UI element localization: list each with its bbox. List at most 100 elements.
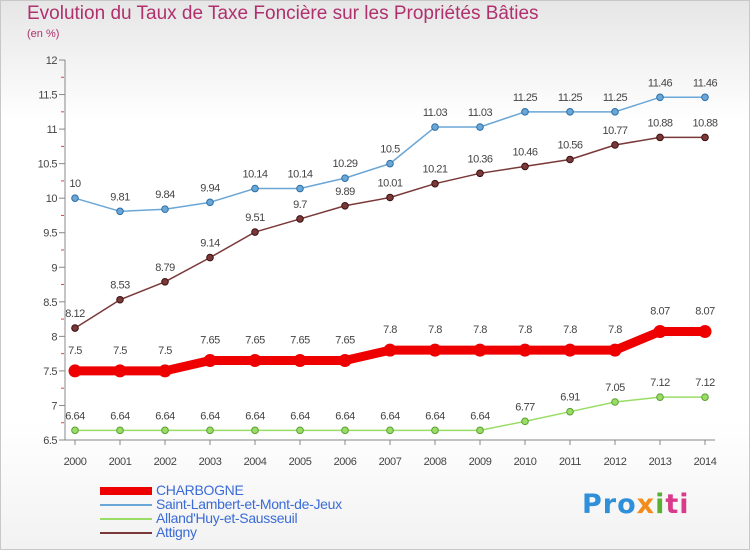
data-point <box>473 343 487 357</box>
y-tick-label: 9 <box>51 262 57 274</box>
legend-swatch <box>100 487 152 495</box>
data-label: 8.07 <box>695 306 715 318</box>
data-label: 7.65 <box>290 335 310 347</box>
x-tick-label: 2011 <box>559 456 581 468</box>
data-point <box>341 426 349 435</box>
data-point <box>116 207 124 216</box>
y-tick-label: 12 <box>46 55 58 67</box>
data-point <box>338 354 352 368</box>
data-label: 10.01 <box>377 177 402 189</box>
data-label: 7.8 <box>428 324 442 336</box>
data-label: 10.46 <box>512 146 537 158</box>
data-label: 8.53 <box>110 280 130 292</box>
data-label: 6.64 <box>110 410 130 422</box>
data-label: 9.89 <box>335 186 355 198</box>
data-label: 9.94 <box>200 182 220 194</box>
y-tick-label: 7 <box>51 400 57 412</box>
data-label: 7.65 <box>245 335 265 347</box>
y-tick-label: 8 <box>51 331 57 343</box>
legend-label: Alland'Huy-et-Sausseuil <box>156 510 298 526</box>
data-label: 11.46 <box>648 77 673 89</box>
data-point <box>158 364 172 378</box>
x-tick-label: 2005 <box>289 456 312 468</box>
data-point <box>566 108 574 116</box>
data-point <box>251 184 259 193</box>
data-point <box>116 295 124 304</box>
data-label: 6.64 <box>290 410 310 422</box>
data-point <box>251 426 259 435</box>
data-label: 6.64 <box>200 410 220 422</box>
data-label: 7.5 <box>158 345 172 357</box>
legend-swatch <box>100 504 152 506</box>
data-label: 9.51 <box>245 212 265 224</box>
data-point <box>608 343 622 357</box>
data-label: 7.65 <box>335 335 355 347</box>
x-tick-label: 2003 <box>199 456 222 468</box>
data-label: 9.84 <box>155 189 175 201</box>
data-label: 6.64 <box>380 410 400 422</box>
data-point <box>653 325 667 339</box>
data-label: 6.64 <box>245 410 265 422</box>
data-point <box>71 324 79 332</box>
data-point <box>701 133 709 142</box>
data-label: 10.36 <box>467 153 492 165</box>
point-labels: 7.5 7.5 7.5 7.65 7.65 7.65 7.65 7.8 7.8 7.8 7.8 7.8… <box>65 77 718 422</box>
x-tick-label: 2002 <box>154 456 177 468</box>
data-label: 8.07 <box>650 306 670 318</box>
data-point <box>71 426 79 435</box>
y-tick-label: 9.5 <box>43 228 57 240</box>
data-point <box>431 426 439 435</box>
data-point <box>296 184 304 193</box>
data-label: 10.29 <box>332 158 357 170</box>
x-tick-label: 2007 <box>379 456 402 468</box>
legend-swatch <box>100 518 152 520</box>
data-label: 6.77 <box>515 401 535 413</box>
logo-part: x <box>636 489 656 520</box>
y-tick-label: 11 <box>47 124 58 136</box>
data-point <box>698 325 712 339</box>
data-point <box>206 426 214 435</box>
logo-part: Pro <box>582 489 637 520</box>
data-point <box>431 179 439 188</box>
data-point <box>521 417 529 426</box>
x-tick-label: 2008 <box>424 456 447 468</box>
data-label: 11.03 <box>423 107 448 119</box>
data-label: 7.5 <box>113 345 127 357</box>
data-point <box>383 343 397 357</box>
data-point <box>611 141 619 149</box>
data-label: 10.21 <box>422 164 447 176</box>
data-point <box>656 393 664 401</box>
legend-item: Attigny <box>100 524 420 540</box>
data-label: 7.5 <box>68 345 82 357</box>
data-point <box>566 407 574 416</box>
data-point <box>251 228 259 236</box>
data-point <box>566 155 574 164</box>
data-point <box>476 426 484 435</box>
data-label: 10.14 <box>242 169 267 181</box>
data-label: 10 <box>69 178 81 190</box>
data-label: 7.8 <box>473 324 487 336</box>
data-point <box>116 426 124 435</box>
data-label: 7.8 <box>608 324 622 336</box>
y-tick-label: 11.5 <box>38 90 57 102</box>
y-tick-label: 7.5 <box>43 366 57 378</box>
data-label: 6.91 <box>560 392 580 404</box>
x-tick-label: 2010 <box>514 456 537 468</box>
data-point <box>656 93 664 102</box>
data-point <box>296 215 304 223</box>
series-lines <box>68 93 712 435</box>
x-tick-label: 2009 <box>469 456 492 468</box>
legend-label: Saint-Lambert-et-Mont-de-Jeux <box>156 496 342 512</box>
data-label: 7.12 <box>695 377 715 389</box>
axes: 6.5 7 7.5 8 8.5 9 9.5 10 10.5 11 11.5 12 2000 2001 200… <box>38 55 718 468</box>
data-label: 11.25 <box>513 92 538 104</box>
data-point <box>71 194 79 202</box>
data-label: 9.14 <box>200 238 220 250</box>
data-label: 10.14 <box>287 169 312 181</box>
data-label: 10.56 <box>557 139 582 151</box>
x-tick-label: 2001 <box>109 456 132 468</box>
unit-label: (en %) <box>27 28 60 40</box>
data-point <box>248 354 262 368</box>
data-point <box>68 364 82 378</box>
